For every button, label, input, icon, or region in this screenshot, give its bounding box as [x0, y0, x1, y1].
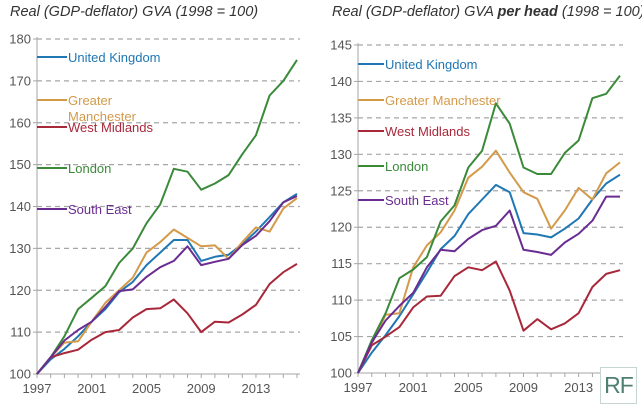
legend-label: Greater Manchester: [385, 93, 501, 108]
x-tick-label: 2009: [509, 380, 538, 395]
y-tick-label: 140: [9, 199, 31, 214]
legend-label: Manchester: [68, 109, 137, 124]
legend-item-south-east: South East: [37, 202, 132, 217]
legend-label: London: [385, 159, 428, 174]
legend-item-london: London: [358, 159, 428, 174]
y-tick-label: 160: [9, 115, 31, 130]
gva-chart: 100 110 120 130 140 150 160 170 180 1997 2001 2005 2…: [9, 32, 300, 396]
series-line-london: [36, 59, 298, 375]
x-tick-label: 1997: [23, 381, 52, 396]
y-tick-label: 135: [330, 110, 352, 125]
legend-label: South East: [68, 202, 132, 217]
legend-label: Greater: [68, 93, 113, 108]
y-tick-label: 120: [9, 283, 31, 298]
series-line-west-midlands: [357, 260, 621, 374]
y-tick-label: 115: [331, 256, 352, 271]
y-tick-label: 130: [330, 147, 352, 162]
y-tick-label: 130: [9, 241, 31, 256]
series-line-west-midlands: [36, 263, 298, 375]
y-tick-label: 100: [330, 366, 352, 381]
right-chart-title: Real (GDP-deflator) GVA per head (1998 =…: [332, 4, 642, 20]
series-line-united-kingdom: [36, 193, 298, 375]
y-tick-label: 110: [331, 293, 352, 308]
series-line-united-kingdom: [357, 173, 621, 374]
legend-label: United Kingdom: [385, 57, 478, 72]
x-tick-label: 2001: [77, 381, 106, 396]
rf-logo: RF: [600, 367, 637, 404]
gva-per-head-chart: 100 105 110 115 120 125 130 135 140 145 1997 2001 20…: [330, 38, 623, 395]
legend-label: West Midlands: [385, 124, 471, 139]
rf-logo-text: RF: [604, 372, 634, 398]
y-tick-label: 100: [9, 367, 31, 382]
series-line-greater-manchester: [357, 149, 621, 374]
y-tick-label: 145: [330, 38, 352, 53]
legend-item-united-kingdom: United Kingdom: [37, 50, 161, 65]
series-line-london: [357, 74, 621, 374]
x-tick-label: 2005: [454, 380, 483, 395]
y-tick-label: 105: [330, 329, 352, 344]
legend-item-united-kingdom: United Kingdom: [358, 57, 478, 72]
series-line-greater-manchester: [36, 197, 298, 375]
y-tick-label: 120: [330, 220, 352, 235]
left-chart-title: Real (GDP-deflator) GVA (1998 = 100): [10, 4, 259, 20]
x-tick-label: 2001: [399, 380, 428, 395]
y-tick-label: 170: [9, 73, 31, 88]
y-tick-label: 140: [330, 74, 352, 89]
legend-label: United Kingdom: [68, 50, 161, 65]
y-tick-label: 125: [330, 183, 352, 198]
x-tick-label: 2005: [132, 381, 161, 396]
legend-item-west-midlands: West Midlands: [358, 124, 471, 139]
y-tick-label: 110: [10, 325, 31, 340]
x-tick-label: 2013: [564, 380, 593, 395]
y-tick-label: 150: [9, 157, 31, 172]
legend-label: South East: [385, 193, 449, 208]
series-line-south-east: [357, 195, 620, 374]
legend-item-london: London: [37, 161, 111, 176]
legend-item-west-midlands: West Midlands: [37, 120, 154, 135]
legend-label: West Midlands: [68, 120, 154, 135]
legend-label: London: [68, 161, 111, 176]
y-tick-label: 180: [9, 32, 31, 47]
series-line-south-east: [36, 195, 298, 375]
x-tick-label: 2013: [241, 381, 270, 396]
x-tick-label: 1997: [344, 380, 373, 395]
x-tick-label: 2009: [187, 381, 216, 396]
legend-item-south-east: South East: [358, 193, 449, 208]
legend-item-greater-manchester: Greater Manchester: [358, 93, 501, 108]
